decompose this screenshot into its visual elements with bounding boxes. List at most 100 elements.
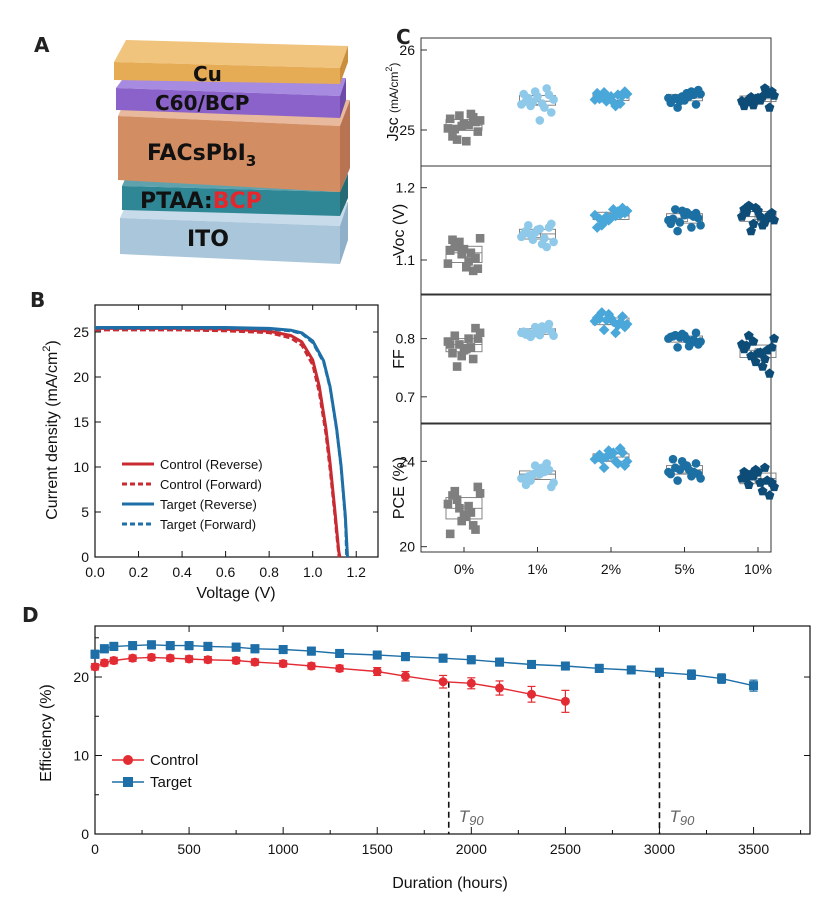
statistics-point	[475, 116, 485, 125]
statistics-y-tick-label: 1.2	[396, 180, 416, 196]
statistics-point	[464, 257, 473, 266]
statistics-y-tick-label: 1.1	[396, 252, 416, 268]
statistics-point	[607, 96, 619, 108]
statistics-point	[475, 328, 485, 338]
statistics-point	[457, 516, 466, 526]
jv-ticks: 0.0 0.2 0.4 0.6 0.8 1.0 1.2 0 5 10 15 20 25	[73, 305, 378, 580]
statistics-y-axis-title: Voc (V)	[391, 204, 408, 256]
statistics-point	[475, 489, 485, 498]
jv-y-tick-label: 5	[81, 504, 89, 520]
statistics-point	[682, 334, 692, 344]
statistics-category-labels: 0% 1% 2% 5% 10%	[454, 547, 772, 577]
ptaa-label: PTAA:	[140, 189, 213, 214]
statistics-point	[455, 111, 464, 120]
stability-x-tick-label: 2000	[456, 841, 487, 857]
statistics-point	[675, 218, 685, 227]
statistics-point	[666, 469, 675, 479]
statistics-point	[450, 241, 460, 250]
statistics-point	[748, 218, 759, 229]
statistics-point	[544, 223, 554, 232]
stability-point	[438, 677, 448, 687]
statistics-point	[739, 343, 750, 354]
stability-x-tick-label: 3500	[738, 841, 769, 857]
statistics-point	[746, 225, 757, 236]
statistics-point	[519, 229, 528, 239]
statistics-point	[591, 222, 603, 233]
layer-label-c60-bcp: C60/BCP	[155, 91, 249, 115]
statistics-point	[764, 368, 775, 378]
statistics-category-label: 5%	[674, 561, 694, 577]
statistics-point	[519, 89, 528, 99]
stability-point	[184, 641, 194, 651]
statistics-point	[666, 332, 675, 342]
layer-label-ptaa-bcp: PTAA:BCP	[140, 189, 262, 214]
statistics-category-label: 10%	[744, 561, 772, 577]
statistics-point	[445, 340, 455, 349]
statistics-box	[739, 344, 777, 358]
panel-label-c: C	[396, 25, 411, 49]
statistics-point	[671, 463, 680, 473]
statistics-point	[455, 503, 464, 513]
statistics-point	[769, 333, 780, 343]
jsc-unit: (mA/cm	[387, 72, 401, 113]
jsc-unit-end: )	[387, 63, 401, 67]
jv-x-tick-label: 0.2	[129, 564, 149, 580]
statistics-point	[591, 87, 603, 99]
statistics-point	[455, 340, 464, 349]
statistics-point	[542, 84, 551, 93]
statistics-point	[466, 508, 476, 517]
statistics-point	[457, 351, 466, 361]
jv-x-tick-label: 1.2	[346, 564, 366, 580]
stability-x-tick-label: 3000	[644, 841, 675, 857]
stability-point	[495, 683, 505, 693]
statistics-point	[691, 328, 701, 338]
statistics-point	[473, 264, 483, 273]
statistics-point	[755, 95, 766, 105]
stability-series-line	[94, 656, 566, 703]
statistics-point	[457, 121, 466, 131]
statistics-subplot-frame	[420, 165, 772, 295]
panel-label-d: D	[22, 603, 39, 627]
statistics-point	[466, 248, 476, 258]
statistics-point	[746, 350, 757, 361]
t90-label-sub: 90	[680, 813, 695, 828]
stability-series-control	[90, 652, 570, 713]
stability-point	[560, 696, 570, 706]
facs-subscript: 3	[246, 152, 256, 170]
stability-point	[90, 662, 100, 672]
statistics-point	[473, 334, 483, 343]
statistics-point	[448, 132, 457, 141]
statistics-point	[691, 459, 701, 468]
jsc-label: Jsc	[385, 113, 402, 141]
stability-point	[372, 650, 382, 660]
jsc-unit-sup: 2	[384, 67, 394, 72]
statistics-point	[673, 476, 682, 485]
t90-label-sub: 90	[469, 813, 484, 828]
layer-label-cu: Cu	[193, 62, 222, 86]
statistics-point	[535, 330, 545, 340]
stability-legend-label: Target	[150, 774, 193, 791]
jv-y-axis-title: Current density (mA/cm2)	[41, 340, 61, 520]
jv-y-tick-label: 0	[81, 549, 89, 565]
statistics-point	[530, 461, 540, 470]
layer-label-ito: ITO	[187, 227, 229, 252]
statistics-point	[466, 109, 476, 119]
statistics-point	[666, 98, 675, 108]
jv-y-axis-title-main: Current density (mA/cm	[44, 352, 61, 520]
statistics-point	[668, 454, 678, 464]
statistics-point	[445, 246, 455, 255]
stability-point	[90, 649, 100, 659]
statistics-point	[673, 103, 682, 112]
statistics-point	[443, 499, 453, 509]
jv-x-tick-label: 0.8	[259, 564, 279, 580]
t90-label-2: T90	[669, 807, 695, 828]
statistics-point	[466, 343, 476, 352]
statistics-point	[471, 253, 480, 263]
statistics-point	[457, 249, 466, 259]
statistics-point	[755, 211, 766, 221]
stability-point	[109, 656, 119, 666]
stability-point	[400, 671, 410, 681]
statistics-point	[607, 204, 619, 215]
